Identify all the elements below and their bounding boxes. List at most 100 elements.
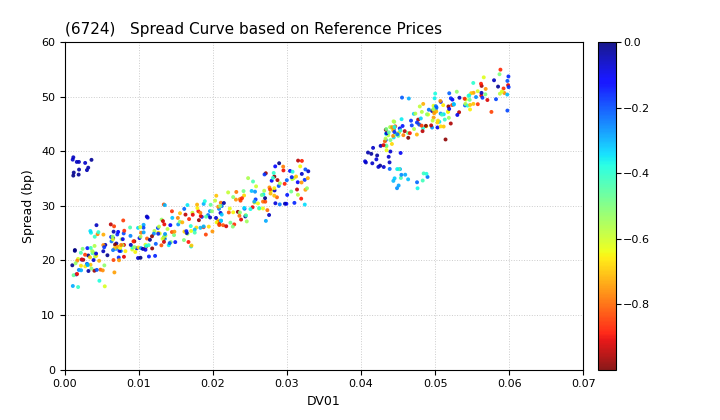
Point	[156, 242, 167, 249]
Point	[436, 111, 448, 118]
Point	[105, 234, 117, 240]
Point	[166, 208, 178, 215]
Point	[418, 125, 429, 131]
Point	[179, 205, 190, 212]
Point	[392, 131, 403, 138]
Point	[468, 89, 480, 96]
Point	[273, 183, 284, 189]
Point	[85, 244, 96, 251]
Point	[408, 126, 420, 132]
Point	[112, 228, 124, 235]
Point	[295, 195, 307, 202]
Point	[383, 153, 395, 160]
Point	[181, 202, 193, 208]
Point	[137, 246, 148, 252]
Point	[426, 108, 438, 114]
Point	[420, 123, 432, 130]
Point	[67, 156, 78, 163]
Point	[157, 218, 168, 224]
Point	[385, 124, 397, 131]
Point	[75, 262, 86, 269]
Point	[140, 247, 151, 253]
Point	[430, 103, 441, 110]
Point	[438, 123, 449, 130]
Point	[265, 187, 276, 194]
Point	[446, 102, 458, 108]
Point	[439, 116, 451, 123]
Point	[204, 214, 216, 221]
Point	[158, 234, 170, 240]
Point	[269, 187, 280, 194]
Point	[108, 257, 120, 263]
Point	[420, 171, 432, 177]
Point	[421, 111, 433, 118]
X-axis label: DV01: DV01	[307, 395, 341, 408]
Point	[210, 192, 222, 199]
Point	[86, 248, 98, 255]
Point	[375, 142, 387, 149]
Point	[432, 119, 444, 126]
Point	[160, 232, 171, 239]
Point	[89, 253, 101, 260]
Point	[166, 228, 178, 235]
Point	[435, 110, 446, 117]
Point	[390, 131, 402, 137]
Point	[86, 265, 97, 272]
Point	[416, 108, 428, 115]
Point	[98, 231, 109, 238]
Point	[402, 130, 414, 136]
Point	[181, 228, 192, 234]
Point	[158, 221, 170, 228]
Point	[79, 160, 91, 166]
Point	[210, 197, 221, 204]
Point	[192, 201, 203, 208]
Point	[193, 217, 204, 223]
Point	[88, 257, 99, 263]
Point	[78, 257, 89, 263]
Point	[248, 198, 260, 205]
Point	[127, 238, 139, 245]
Point	[417, 128, 428, 134]
Point	[218, 200, 230, 206]
Point	[494, 90, 505, 97]
Point	[416, 122, 428, 129]
Point	[440, 136, 451, 143]
Point	[230, 196, 242, 203]
Point	[132, 244, 144, 251]
Point	[206, 208, 217, 215]
Point	[265, 190, 276, 197]
Point	[387, 127, 399, 134]
Point	[389, 129, 400, 135]
Point	[112, 231, 123, 238]
Point	[138, 229, 150, 236]
Point	[438, 102, 449, 108]
Point	[225, 219, 236, 226]
Point	[476, 83, 487, 89]
Point	[428, 114, 439, 121]
Point	[131, 245, 143, 252]
Point	[264, 212, 275, 218]
Point	[112, 244, 124, 250]
Point	[99, 241, 111, 248]
Point	[234, 209, 246, 216]
Point	[159, 235, 171, 242]
Point	[148, 230, 160, 237]
Point	[79, 263, 91, 270]
Point	[289, 200, 300, 206]
Point	[189, 226, 200, 233]
Point	[117, 236, 129, 242]
Point	[476, 92, 487, 99]
Point	[138, 224, 149, 231]
Point	[395, 150, 406, 156]
Point	[113, 257, 125, 264]
Point	[140, 241, 151, 248]
Point	[114, 247, 125, 254]
Point	[475, 80, 487, 87]
Point	[480, 86, 492, 92]
Point	[366, 160, 378, 167]
Point	[84, 228, 96, 234]
Point	[178, 237, 189, 244]
Point	[127, 246, 138, 253]
Point	[399, 128, 410, 134]
Point	[66, 262, 78, 269]
